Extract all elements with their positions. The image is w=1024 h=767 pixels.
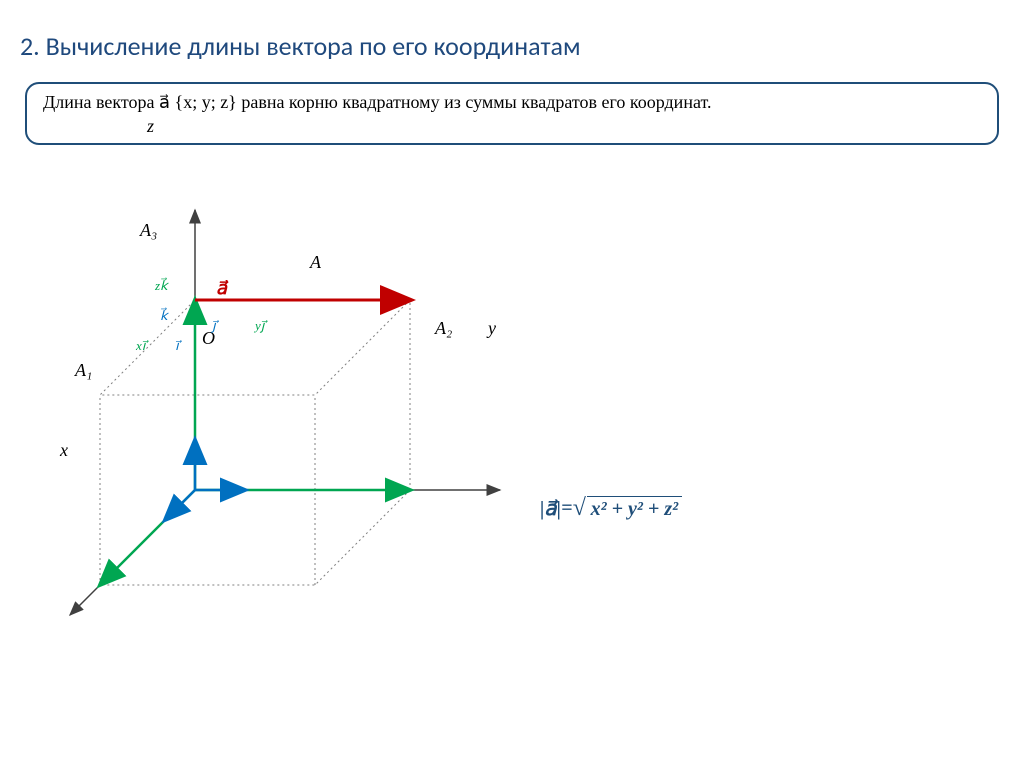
z-axis-label-inset: z (147, 116, 154, 137)
label-A1: A₁ (75, 360, 92, 381)
label-zk: zk⃗ (155, 278, 168, 294)
page-title: 2. Вычисление длины вектора по его коорд… (0, 0, 1024, 72)
label-y-axis: y (488, 318, 496, 339)
formula-rhs: x² + y² + z² (587, 496, 682, 522)
vector-diagram: A₃ A A₂ A₁ O y x zk⃗ k⃗ j⃗ yj⃗ i⃗ xi⃗ a⃗ (40, 180, 540, 700)
label-j: j⃗ (212, 318, 216, 334)
label-a: a⃗ (216, 278, 227, 299)
label-x-axis: x (60, 440, 68, 461)
theorem-text: Длина вектора a⃗ {x; y; z} равна корню к… (43, 92, 712, 112)
formula-eq: = (561, 497, 572, 520)
radical-icon (572, 495, 585, 522)
formula-lhs: |a⃗| (540, 496, 561, 521)
label-A2: A₂ (435, 318, 452, 339)
theorem-box: Длина вектора a⃗ {x; y; z} равна корню к… (25, 82, 999, 145)
label-xi: xi⃗ (136, 338, 145, 354)
label-yj: yj⃗ (255, 318, 264, 334)
label-i: i⃗ (175, 338, 179, 354)
length-formula: |a⃗| = x² + y² + z² (540, 495, 682, 522)
label-A3: A₃ (140, 220, 157, 241)
label-A: A (310, 252, 321, 273)
label-k: k⃗ (160, 308, 168, 324)
